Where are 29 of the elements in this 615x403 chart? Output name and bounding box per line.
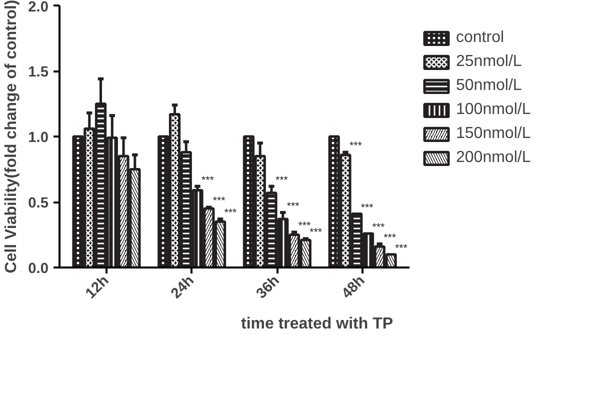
legend-label: 200nmol/L — [456, 149, 531, 167]
legend-label: 150nmol/L — [456, 125, 531, 143]
data-label: *** — [286, 200, 300, 212]
x-tick-label: 48h — [339, 272, 368, 302]
y-axis-title: Cell Viability(fold change of control) — [3, 0, 20, 274]
data-label: *** — [310, 226, 322, 239]
data-label: *** — [349, 140, 362, 152]
y-tick-label: 0.0 — [28, 261, 48, 277]
y-tick-label: 2.0 — [28, 0, 48, 16]
data-label: *** — [275, 174, 288, 186]
x-axis-title: time treated with TP — [240, 316, 394, 333]
y-tick-label: 1.0 — [28, 130, 48, 146]
legend-label: control — [456, 29, 504, 47]
x-tick-label: 36h — [254, 272, 283, 302]
legend-label: 25nmol/L — [456, 53, 522, 71]
y-tick-label: 0.5 — [28, 196, 48, 212]
legend-label: 50nmol/L — [456, 77, 522, 95]
data-label: *** — [298, 220, 311, 232]
data-label: *** — [372, 221, 385, 234]
data-label: *** — [212, 195, 226, 208]
x-tick-label: 12h — [82, 272, 112, 302]
data-label: *** — [201, 174, 214, 186]
data-label: *** — [360, 202, 374, 214]
data-label: *** — [224, 207, 237, 220]
data-label: *** — [384, 232, 396, 244]
y-tick-label: 1.5 — [28, 64, 48, 80]
legend-label: 100nmol/L — [456, 101, 531, 119]
x-tick-label: 24h — [168, 272, 198, 302]
data-label: *** — [394, 242, 408, 254]
